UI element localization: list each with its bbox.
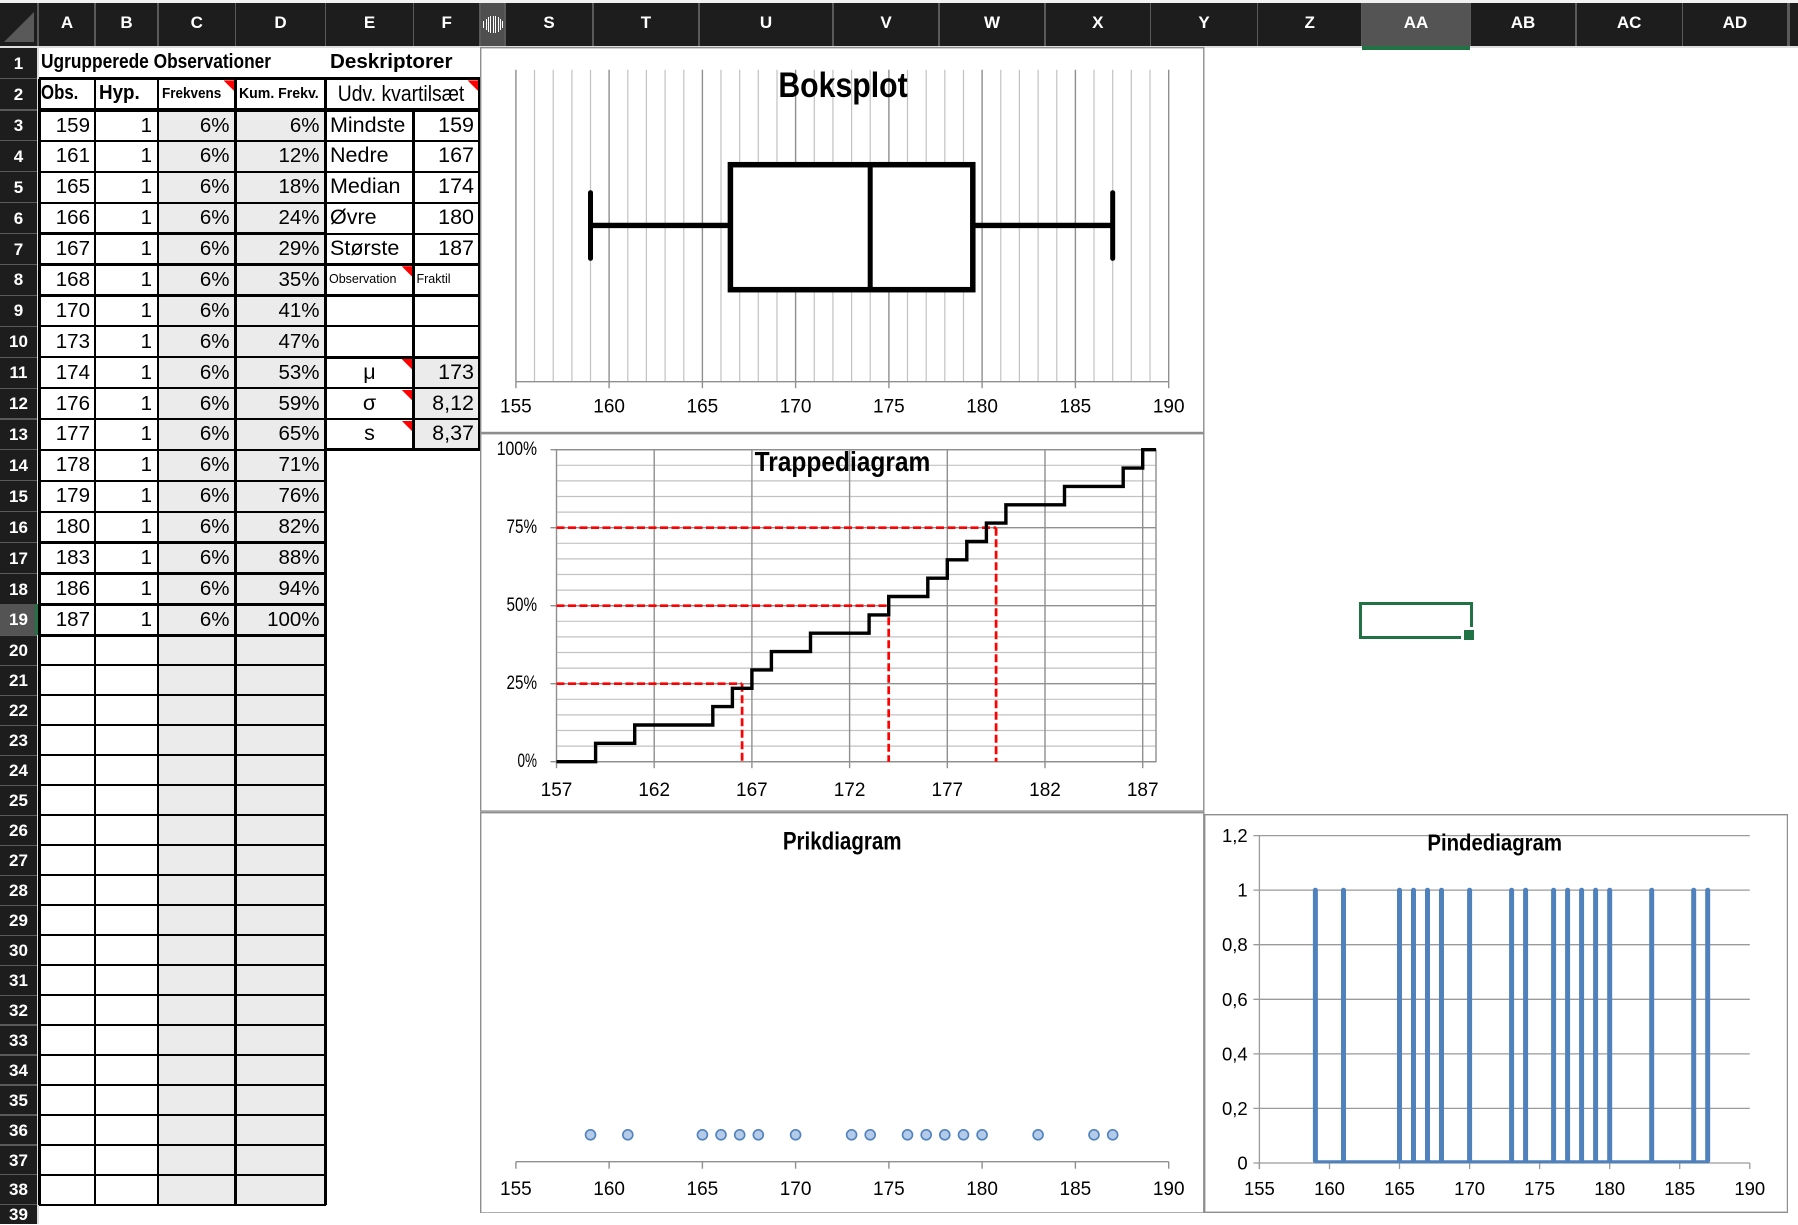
svg-text:50%: 50% xyxy=(507,595,538,616)
svg-text:155: 155 xyxy=(1244,1178,1275,1199)
svg-text:170: 170 xyxy=(780,396,812,417)
svg-text:Prikdiagram: Prikdiagram xyxy=(783,827,902,855)
svg-text:180: 180 xyxy=(1595,1178,1626,1199)
svg-text:Trappediagram: Trappediagram xyxy=(755,446,931,477)
svg-text:157: 157 xyxy=(541,780,573,801)
svg-text:175: 175 xyxy=(873,1179,905,1200)
svg-text:Boksplot: Boksplot xyxy=(778,65,907,105)
svg-text:170: 170 xyxy=(1454,1178,1485,1199)
svg-text:182: 182 xyxy=(1029,780,1061,801)
svg-text:190: 190 xyxy=(1153,1179,1185,1200)
svg-text:0,4: 0,4 xyxy=(1222,1044,1248,1065)
svg-text:160: 160 xyxy=(593,396,625,417)
svg-text:175: 175 xyxy=(873,396,905,417)
svg-text:167: 167 xyxy=(736,780,768,801)
svg-text:165: 165 xyxy=(687,1179,719,1200)
svg-text:155: 155 xyxy=(500,1179,532,1200)
svg-text:170: 170 xyxy=(780,1179,812,1200)
svg-text:187: 187 xyxy=(1127,780,1159,801)
svg-text:180: 180 xyxy=(966,1179,998,1200)
svg-text:165: 165 xyxy=(1384,1178,1415,1199)
svg-text:0%: 0% xyxy=(518,751,538,772)
svg-text:180: 180 xyxy=(966,396,998,417)
svg-text:160: 160 xyxy=(1314,1178,1345,1199)
svg-text:162: 162 xyxy=(638,780,670,801)
svg-text:1,2: 1,2 xyxy=(1222,825,1248,846)
svg-text:190: 190 xyxy=(1153,396,1185,417)
svg-text:175: 175 xyxy=(1524,1178,1555,1199)
svg-text:155: 155 xyxy=(500,396,532,417)
svg-text:100%: 100% xyxy=(497,439,537,460)
svg-text:172: 172 xyxy=(834,780,866,801)
svg-text:160: 160 xyxy=(593,1179,625,1200)
svg-text:1: 1 xyxy=(1238,880,1248,901)
svg-text:165: 165 xyxy=(687,396,719,417)
svg-text:185: 185 xyxy=(1665,1178,1696,1199)
svg-text:75%: 75% xyxy=(507,517,538,538)
svg-text:185: 185 xyxy=(1060,1179,1092,1200)
svg-text:0,8: 0,8 xyxy=(1222,934,1248,955)
svg-text:177: 177 xyxy=(931,780,963,801)
svg-text:Pindediagram: Pindediagram xyxy=(1428,830,1563,856)
svg-text:0: 0 xyxy=(1238,1153,1248,1174)
svg-text:190: 190 xyxy=(1735,1178,1766,1199)
svg-text:0,6: 0,6 xyxy=(1222,989,1248,1010)
svg-text:0,2: 0,2 xyxy=(1222,1098,1248,1119)
svg-text:185: 185 xyxy=(1060,396,1092,417)
svg-text:25%: 25% xyxy=(507,673,538,694)
